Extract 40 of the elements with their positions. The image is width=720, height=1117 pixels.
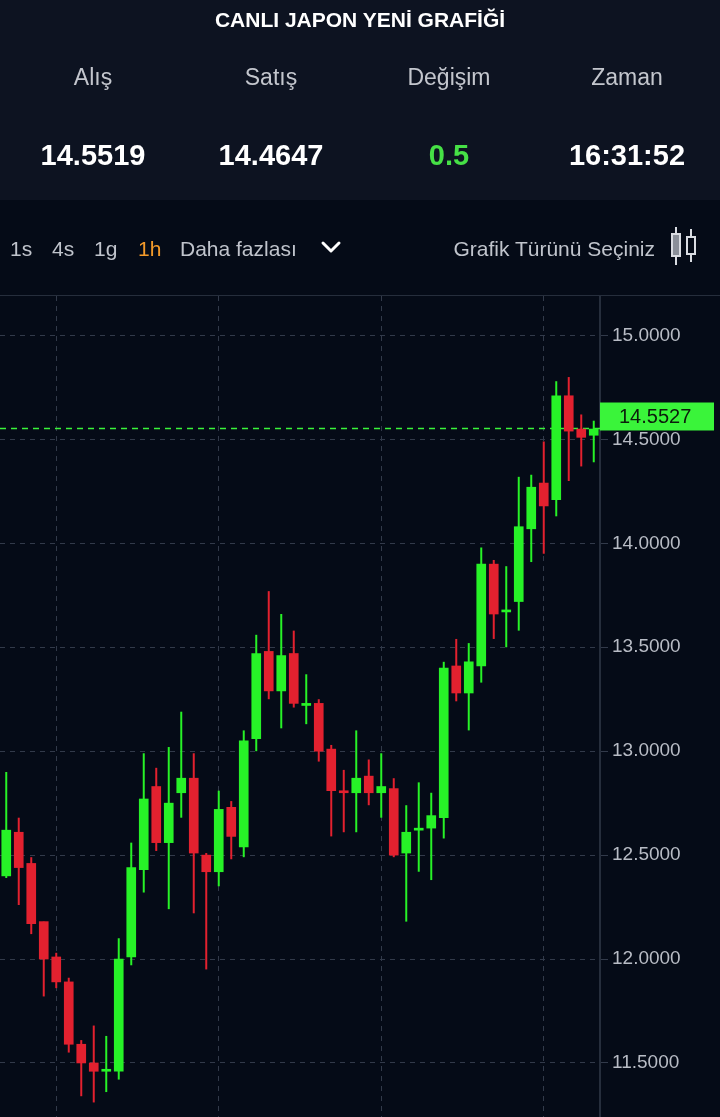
y-tick-label: 13.5000	[612, 635, 681, 657]
text: Daha fazlası	[180, 237, 297, 260]
candlestick	[538, 440, 549, 555]
y-tick-label: 11.5000	[612, 1051, 680, 1073]
text: 1s	[10, 237, 33, 260]
candlestick	[301, 673, 312, 726]
y-tick-label: 15.0000	[612, 323, 681, 345]
text: Satış	[244, 64, 298, 90]
candlestick	[76, 1039, 87, 1098]
candlestick	[401, 804, 412, 923]
text: 1h	[138, 237, 162, 260]
text: 14.5519	[40, 139, 146, 171]
y-tick-label: 14.0000	[612, 531, 681, 553]
candlestick	[413, 781, 424, 873]
candlestick	[363, 758, 374, 807]
chart-title: CANLI JAPON YENİ GRAFİĞİ	[214, 8, 506, 31]
candlestick	[351, 729, 362, 834]
y-tick-label: 12.5000	[612, 843, 681, 865]
candlestick	[576, 413, 587, 468]
text: 1g	[94, 237, 118, 260]
text: Zaman	[591, 64, 663, 90]
text: 0.5	[428, 139, 470, 171]
text: Alış	[73, 64, 113, 90]
text: Değişim	[407, 64, 491, 90]
candlestick	[426, 791, 437, 882]
text: 14.4647	[218, 139, 324, 171]
candlestick	[376, 752, 387, 819]
text: 16:31:52	[568, 139, 686, 171]
text: Grafik Türünü Seçiniz	[453, 237, 655, 260]
ref-line-label: 14.5527	[619, 404, 692, 427]
candlestick	[176, 710, 187, 819]
candlestick	[588, 419, 599, 464]
candlestick	[88, 1024, 99, 1104]
candlestick	[338, 768, 349, 834]
y-tick-label: 14.5000	[612, 427, 681, 449]
y-tick-label: 13.0000	[612, 739, 681, 761]
candlestick	[101, 1034, 112, 1094]
text: 4s	[52, 237, 75, 260]
y-tick-label: 12.0000	[612, 947, 681, 969]
candlestick	[201, 852, 212, 971]
